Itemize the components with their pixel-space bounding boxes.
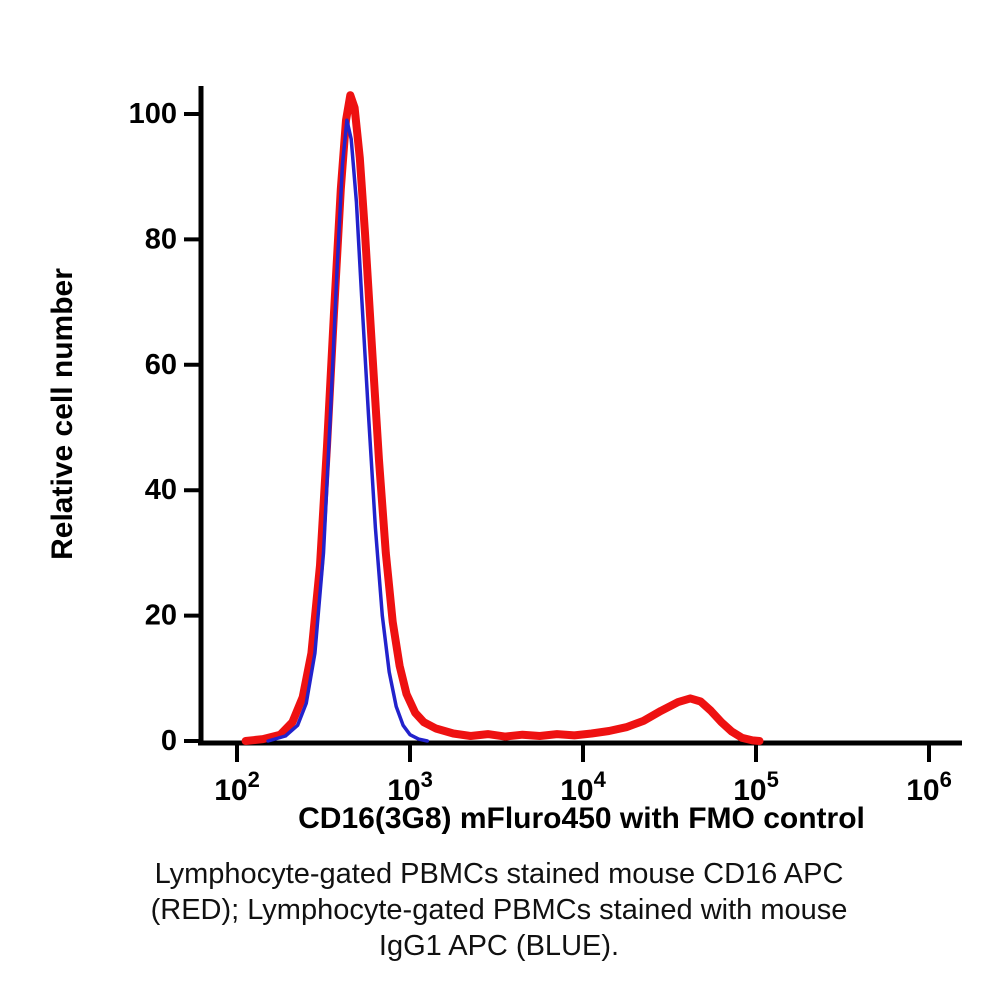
y-axis-title: Relative cell number bbox=[46, 268, 79, 560]
y-axis-tick-label: 60 bbox=[145, 349, 177, 381]
cd16-apc-curve bbox=[241, 91, 764, 745]
x-axis-tick-label: 103 bbox=[387, 767, 433, 807]
figure-caption: Lymphocyte-gated PBMCs stained mouse CD1… bbox=[0, 856, 998, 964]
x-axis-title: CD16(3G8) mFluro450 with FMO control bbox=[298, 802, 865, 835]
y-axis-tick-label: 40 bbox=[145, 474, 177, 506]
x-axis-tick-label: 105 bbox=[733, 767, 779, 807]
caption-line: (RED); Lymphocyte-gated PBMCs stained wi… bbox=[150, 894, 848, 926]
igg1-apc-curve bbox=[266, 118, 430, 743]
y-axis-tick-label: 100 bbox=[129, 98, 177, 130]
caption-line: Lymphocyte-gated PBMCs stained mouse CD1… bbox=[154, 858, 844, 890]
y-axis-tick-label: 20 bbox=[145, 600, 177, 632]
x-axis-tick-label: 106 bbox=[906, 767, 952, 807]
y-axis-tick-label: 80 bbox=[145, 223, 177, 255]
y-axis-tick-label: 0 bbox=[161, 725, 177, 757]
x-axis-tick-label: 102 bbox=[214, 767, 260, 807]
caption-line: IgG1 APC (BLUE). bbox=[378, 930, 620, 962]
x-axis-tick-label: 104 bbox=[560, 767, 606, 807]
